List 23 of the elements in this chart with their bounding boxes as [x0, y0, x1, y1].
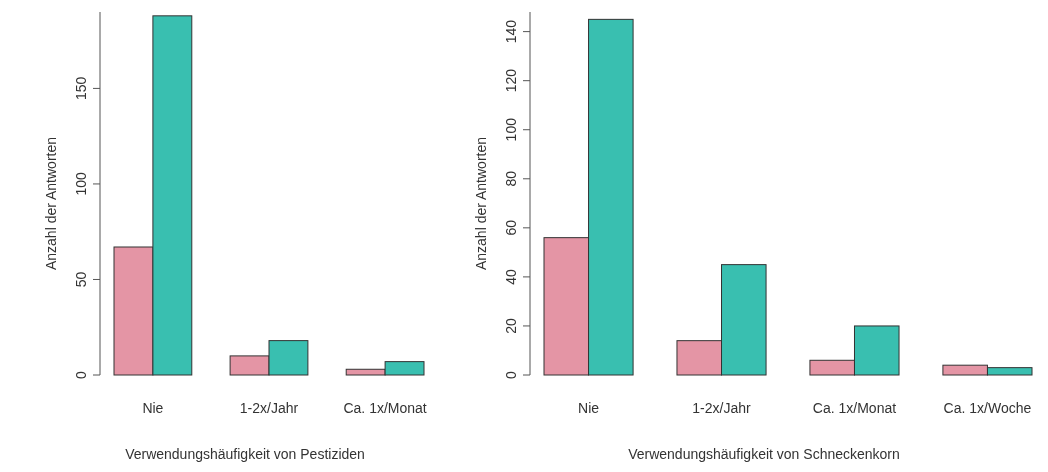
x-tick-label: Ca. 1x/Woche [943, 400, 1032, 416]
y-axis-title: Anzahl der Antworten [43, 136, 59, 271]
y-tick-label: 80 [503, 170, 519, 187]
y-tick-label: 40 [503, 268, 519, 285]
x-axis-title: Verwendungshäufigkeit von Schneckenkorn [628, 446, 900, 462]
x-tick-label: 1-2x/Jahr [692, 400, 752, 416]
y-tick-label: 0 [73, 370, 89, 379]
y-tick-label: 20 [503, 317, 519, 334]
x-axis-title: Verwendungshäufigkeit von Pestiziden [125, 446, 365, 462]
y-axis-title: Anzahl der Antworten [473, 136, 489, 271]
x-tick-label: 1-2x/Jahr [239, 400, 299, 416]
y-tick-label: 150 [73, 76, 89, 101]
y-tick-label: 60 [503, 219, 519, 236]
y-tick-label: 50 [73, 271, 89, 288]
x-tick-label: Nie [578, 400, 600, 416]
y-tick-label: 140 [503, 19, 519, 44]
x-tick-label: Nie [142, 400, 164, 416]
y-tick-label: 100 [503, 117, 519, 142]
x-tick-label: Ca. 1x/Monat [812, 400, 897, 416]
y-tick-label: 120 [503, 68, 519, 93]
x-tick-label: Ca. 1x/Monat [343, 400, 427, 416]
y-tick-label: 100 [73, 172, 89, 196]
y-tick-label: 0 [503, 370, 519, 379]
